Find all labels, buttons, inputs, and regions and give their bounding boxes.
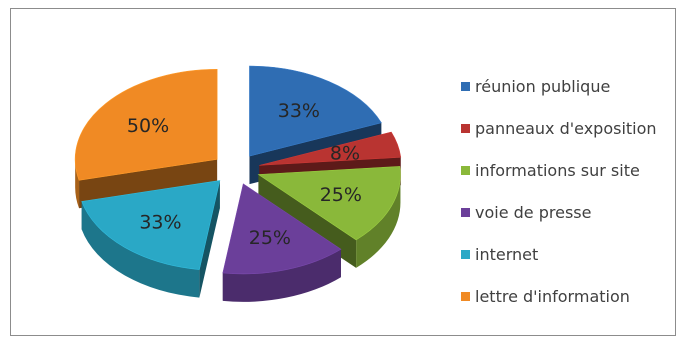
slice-wall <box>79 159 218 209</box>
pie-slices <box>74 65 402 302</box>
data-label: 33% <box>278 100 320 122</box>
legend-label: lettre d'information <box>475 286 630 306</box>
legend-swatch <box>461 81 470 91</box>
pie-chart: 33% 8% 25% 25% 33% 50% <box>74 65 402 302</box>
legend-item: panneaux d'exposition <box>461 107 657 149</box>
data-label: 8% <box>330 142 360 164</box>
legend-swatch <box>461 249 470 259</box>
chart-frame: 33% 8% 25% 25% 33% 50% réunion publique pannea… <box>10 8 676 336</box>
data-labels: 33% 8% 25% 25% 33% 50% <box>127 100 362 249</box>
slice-top <box>74 69 218 181</box>
legend-label: réunion publique <box>475 76 611 96</box>
pie-slice <box>74 69 218 209</box>
pie-slice <box>257 166 401 268</box>
legend-swatch <box>461 207 470 217</box>
slice-rim <box>75 159 80 209</box>
slice-rim <box>222 249 341 302</box>
legend-item: informations sur site <box>461 149 657 191</box>
legend-swatch <box>461 291 470 301</box>
data-label: 25% <box>249 227 291 249</box>
legend-label: informations sur site <box>475 160 640 180</box>
legend-item: internet <box>461 233 657 275</box>
slice-rim <box>356 174 401 268</box>
legend-swatch <box>461 123 470 133</box>
data-label: 33% <box>139 212 181 234</box>
slice-top <box>259 131 402 166</box>
legend-label: voie de presse <box>475 202 592 222</box>
data-label: 25% <box>320 184 362 206</box>
legend-label: panneaux d'exposition <box>475 118 657 138</box>
legend: réunion publique panneaux d'exposition inf… <box>461 65 657 317</box>
slice-top <box>222 183 342 275</box>
slice-rim <box>81 201 200 298</box>
slice-top <box>81 180 221 270</box>
pie-slice <box>81 180 221 298</box>
legend-swatch <box>461 165 470 175</box>
slice-wall <box>199 180 220 298</box>
legend-item: lettre d'information <box>461 275 657 317</box>
pie-slice <box>222 183 342 302</box>
legend-item: réunion publique <box>461 65 657 107</box>
slice-top <box>257 166 401 241</box>
data-label: 50% <box>127 115 169 137</box>
slice-top <box>249 65 382 157</box>
legend-label: internet <box>475 244 539 264</box>
legend-item: voie de presse <box>461 191 657 233</box>
